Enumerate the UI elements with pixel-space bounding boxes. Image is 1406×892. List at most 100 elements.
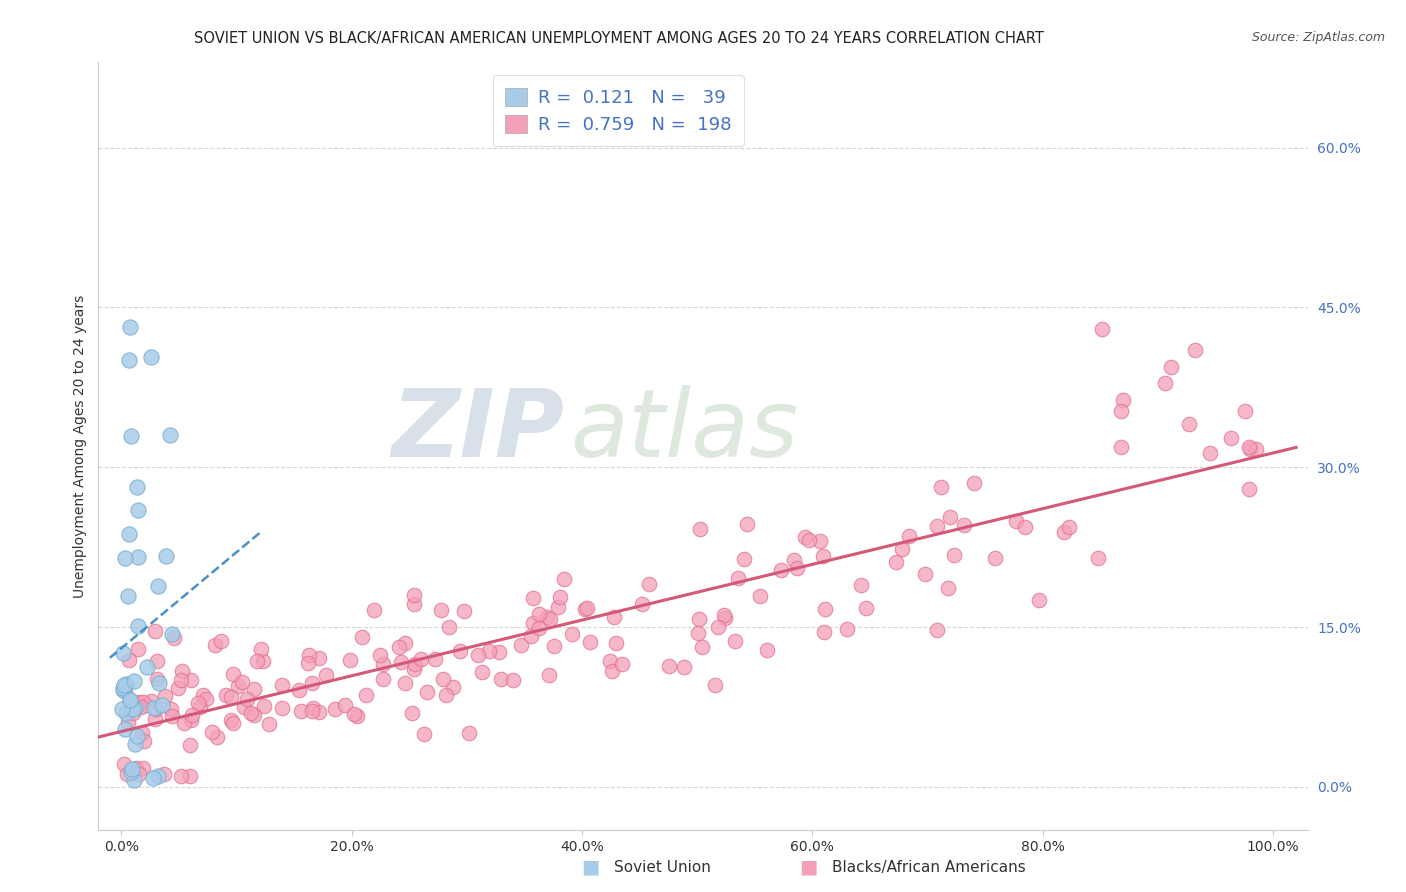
- Point: [837, 622, 859, 636]
- Legend: R =  0.121   N =   39, R =  0.759   N =  198: R = 0.121 N = 39, R = 0.759 N = 198: [492, 75, 744, 146]
- Point: [120, 429, 142, 443]
- Point: [453, 604, 475, 618]
- Point: [579, 634, 602, 648]
- Point: [1233, 403, 1256, 417]
- Point: [714, 611, 737, 625]
- Point: [167, 681, 190, 695]
- Point: [855, 601, 877, 615]
- Point: [252, 654, 274, 668]
- Text: Soviet Union: Soviet Union: [614, 860, 711, 874]
- Point: [179, 769, 201, 783]
- Point: [561, 626, 583, 640]
- Point: [688, 611, 710, 625]
- Y-axis label: Unemployment Among Ages 20 to 24 years: Unemployment Among Ages 20 to 24 years: [73, 294, 87, 598]
- Point: [142, 701, 165, 715]
- Point: [120, 320, 142, 334]
- Point: [1053, 524, 1076, 539]
- Point: [1239, 482, 1261, 496]
- Point: [1087, 551, 1109, 566]
- Point: [808, 533, 831, 548]
- Point: [335, 698, 357, 712]
- Point: [363, 603, 385, 617]
- Point: [813, 549, 835, 563]
- Point: [236, 692, 259, 706]
- Point: [297, 656, 319, 670]
- Point: [733, 551, 755, 566]
- Point: [114, 722, 136, 736]
- Point: [226, 679, 249, 693]
- Point: [150, 698, 173, 713]
- Point: [124, 674, 146, 689]
- Point: [898, 529, 921, 543]
- Point: [794, 531, 817, 545]
- Point: [1153, 376, 1175, 391]
- Point: [117, 715, 139, 730]
- Point: [509, 638, 531, 652]
- Point: [343, 707, 366, 722]
- Point: [120, 692, 142, 706]
- Point: [134, 734, 156, 748]
- Point: [159, 428, 181, 442]
- Point: [522, 591, 544, 605]
- Point: [707, 620, 730, 634]
- Point: [502, 673, 524, 688]
- Point: [127, 503, 149, 517]
- Point: [204, 639, 226, 653]
- Point: [884, 555, 907, 569]
- Point: [891, 542, 914, 557]
- Point: [290, 704, 312, 718]
- Point: [301, 700, 323, 714]
- Point: [253, 698, 276, 713]
- Point: [127, 730, 149, 744]
- Point: [536, 610, 558, 624]
- Point: [603, 610, 626, 624]
- Point: [727, 571, 749, 585]
- Point: [179, 738, 201, 752]
- Point: [124, 701, 146, 715]
- Point: [543, 639, 565, 653]
- Point: [813, 625, 835, 640]
- Point: [142, 771, 165, 785]
- Point: [927, 624, 949, 638]
- Point: [127, 550, 149, 565]
- Point: [127, 642, 149, 657]
- Point: [146, 672, 169, 686]
- Point: [121, 706, 143, 720]
- Point: [114, 551, 136, 566]
- Point: [673, 660, 696, 674]
- Point: [458, 725, 481, 739]
- Point: [404, 597, 426, 611]
- Point: [160, 709, 183, 723]
- Point: [735, 516, 758, 531]
- Point: [242, 681, 264, 696]
- Point: [638, 576, 661, 591]
- Point: [703, 678, 725, 692]
- Point: [145, 654, 167, 668]
- Point: [1239, 442, 1261, 456]
- Point: [600, 664, 623, 678]
- Point: [111, 647, 134, 661]
- Point: [240, 706, 263, 720]
- Text: atlas: atlas: [569, 385, 799, 476]
- Point: [953, 518, 976, 533]
- Point: [783, 552, 806, 566]
- Point: [368, 648, 391, 663]
- Point: [411, 652, 433, 666]
- Point: [1057, 520, 1080, 534]
- Point: [388, 640, 411, 655]
- Point: [250, 641, 273, 656]
- Point: [404, 657, 426, 671]
- Point: [141, 693, 163, 707]
- Point: [1160, 359, 1182, 374]
- Point: [748, 589, 770, 603]
- Point: [1028, 593, 1050, 607]
- Point: [437, 620, 460, 634]
- Point: [194, 692, 217, 706]
- Point: [538, 612, 561, 626]
- Point: [527, 621, 550, 635]
- Point: [131, 761, 153, 775]
- Point: [389, 655, 412, 669]
- Point: [929, 479, 952, 493]
- Point: [118, 653, 141, 667]
- Point: [120, 765, 142, 780]
